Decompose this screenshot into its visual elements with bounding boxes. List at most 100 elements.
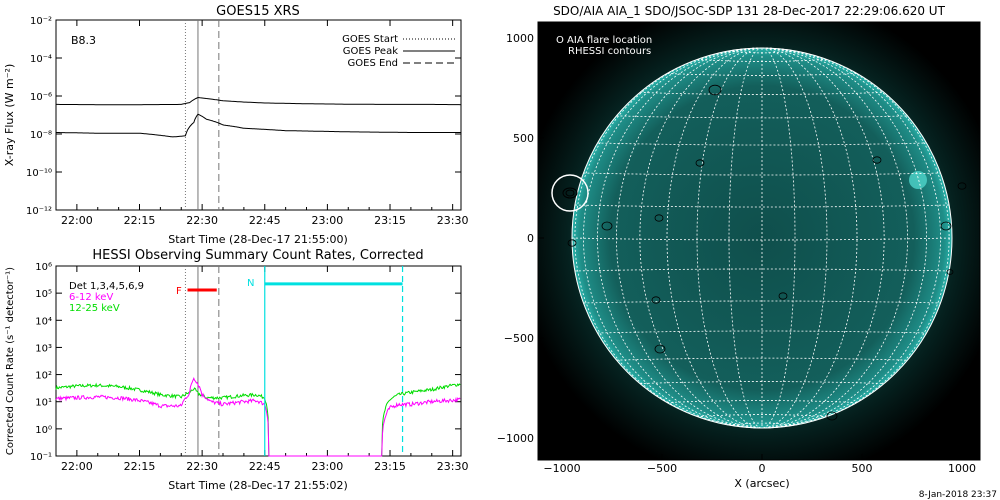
aia-rhessi-contours bbox=[567, 84, 967, 421]
hessi-flag-n-label: N bbox=[247, 278, 254, 289]
hessi-ylabel: Corrected Count Rate (s⁻¹ detector⁻¹) bbox=[5, 267, 16, 455]
goes-y-tick-label: 10⁻¹² bbox=[26, 206, 52, 217]
hessi-det-label: Det 1,3,4,5,6,9 bbox=[69, 281, 144, 292]
goes-x-tick-label: 23:15 bbox=[374, 214, 406, 227]
aia-contour-blob bbox=[695, 159, 705, 167]
hessi-6-12kev-line bbox=[55, 376, 461, 457]
goes-ylabel: X-ray Flux (W m⁻²) bbox=[3, 64, 16, 166]
aia-x-tick-label: −1000 bbox=[543, 462, 580, 475]
goes-short-channel-line bbox=[56, 113, 461, 138]
hessi-title: HESSI Observing Summary Count Rates, Cor… bbox=[92, 248, 423, 263]
aia-latitude-line bbox=[597, 330, 927, 334]
goes-y-tick-label: 10⁻¹⁰ bbox=[26, 168, 52, 179]
aia-contour-blob bbox=[651, 296, 661, 304]
aia-longitude-line bbox=[616, 47, 763, 429]
aia-contour-blob bbox=[601, 221, 613, 231]
hessi-x-tick-label: 23:00 bbox=[312, 460, 344, 473]
aia-longitude-line bbox=[666, 47, 763, 429]
aia-flare-contour-1 bbox=[562, 187, 578, 199]
aia-longitude-line bbox=[761, 47, 941, 429]
aia-longitude-line bbox=[761, 47, 927, 429]
aia-latitude-line bbox=[639, 92, 885, 95]
goes-long-channel-line bbox=[56, 96, 462, 106]
aia-x-tick-label: 1000 bbox=[948, 462, 976, 475]
aia-x-tick-label: 500 bbox=[852, 462, 873, 475]
goes-x-tick-label: 22:00 bbox=[61, 214, 93, 227]
goes-x-tick-label: 23:30 bbox=[437, 214, 469, 227]
goes-panel: GOES15 XRS B8.3 X-ray Flux (W m⁻²) Start… bbox=[3, 4, 469, 246]
hessi-y-tick-label: 10⁶ bbox=[35, 262, 52, 273]
goes-x-tick-label: 22:15 bbox=[124, 214, 156, 227]
aia-longitude-line bbox=[639, 47, 763, 429]
aia-longitude-line bbox=[583, 47, 763, 429]
aia-contour-blob bbox=[826, 411, 838, 421]
aia-longitude-line bbox=[761, 47, 885, 429]
goes-yaxis: 10⁻¹² 10⁻¹⁰ 10⁻⁸ 10⁻⁶ 10⁻⁴ 10⁻² bbox=[26, 16, 461, 217]
goes-legend: GOES Start GOES Peak GOES End bbox=[342, 34, 455, 69]
aia-y-tick-label: 0 bbox=[527, 232, 534, 245]
aia-contour-blob bbox=[957, 182, 967, 190]
hessi-flags: F N bbox=[176, 266, 404, 456]
goes-class-label: B8.3 bbox=[71, 34, 96, 47]
hessi-y-tick-label: 10⁻¹ bbox=[30, 452, 52, 463]
hessi-y-tick-label: 10³ bbox=[35, 343, 52, 354]
aia-y-tick-label: −1000 bbox=[497, 432, 534, 445]
hessi-x-tick-label: 23:15 bbox=[374, 460, 406, 473]
aia-x-tick-label: 0 bbox=[759, 462, 766, 475]
aia-legend-contours: RHESSI contours bbox=[568, 46, 651, 57]
goes-series bbox=[56, 96, 462, 138]
aia-latitude-line bbox=[728, 422, 796, 426]
hessi-y-tick-label: 10⁵ bbox=[35, 289, 52, 300]
goes-x-tick-label: 22:30 bbox=[186, 214, 218, 227]
aia-longitude-line bbox=[574, 47, 763, 429]
hessi-12-25kev-line bbox=[55, 382, 461, 457]
goes-x-tick-label: 23:00 bbox=[312, 214, 344, 227]
aia-title: SDO/AIA AIA_1 SDO/JSOC-SDP 131 28-Dec-20… bbox=[553, 4, 946, 18]
aia-contour-blob bbox=[946, 269, 954, 275]
aia-latitude-line bbox=[639, 381, 885, 384]
aia-longitude-line bbox=[761, 47, 796, 429]
aia-contour-blob bbox=[654, 214, 664, 222]
goes-xaxis: 22:00 22:15 22:30 22:45 23:00 23:15 23:30 bbox=[61, 20, 469, 227]
aia-y-tick-label: 500 bbox=[513, 132, 534, 145]
aia-flare-location-marker bbox=[551, 174, 589, 212]
goes-markers bbox=[184, 20, 220, 210]
goes-y-tick-label: 10⁻² bbox=[30, 16, 52, 27]
hessi-flag-f-label: F bbox=[176, 286, 182, 297]
aia-flare-contour-2 bbox=[565, 189, 575, 197]
aia-latitude-line bbox=[571, 237, 953, 241]
goes-title: GOES15 XRS bbox=[216, 4, 300, 19]
aia-plot-frame bbox=[537, 21, 981, 461]
aia-contour-blob bbox=[654, 344, 666, 354]
goes-legend-start: GOES Start bbox=[342, 34, 398, 45]
hessi-y-tick-label: 10⁴ bbox=[35, 316, 52, 327]
aia-longitude-line bbox=[761, 47, 950, 429]
hessi-panel: HESSI Observing Summary Count Rates, Cor… bbox=[5, 248, 469, 492]
aia-heliographic-grid bbox=[571, 47, 953, 429]
aia-xlabel: X (arcsec) bbox=[734, 477, 789, 490]
aia-y-tick-label: 1000 bbox=[506, 32, 534, 45]
aia-longitude-line bbox=[696, 47, 763, 429]
aia-x-tick-label: −500 bbox=[647, 462, 677, 475]
aia-xaxis: −1000 −500 0 500 1000 bbox=[543, 454, 976, 475]
hessi-x-tick-label: 22:30 bbox=[186, 460, 218, 473]
aia-panel: SDO/AIA AIA_1 SDO/JSOC-SDP 131 28-Dec-20… bbox=[497, 4, 997, 500]
aia-footer-date: 8-Jan-2018 23:37 bbox=[919, 490, 997, 500]
goes-legend-peak: GOES Peak bbox=[343, 46, 398, 57]
aia-contour-blob bbox=[708, 84, 722, 96]
aia-contour-blob bbox=[872, 156, 882, 164]
goes-y-tick-label: 10⁻⁴ bbox=[30, 54, 52, 65]
aia-contour-blob bbox=[940, 221, 952, 231]
hessi-y-tick-label: 10⁰ bbox=[35, 425, 52, 436]
hessi-plot-frame bbox=[55, 265, 462, 457]
aia-contour-blob bbox=[567, 239, 577, 247]
aia-longitude-line bbox=[761, 47, 858, 429]
hessi-legend-high: 12-25 keV bbox=[69, 303, 120, 314]
aia-longitude-line bbox=[761, 47, 908, 429]
hessi-y-tick-label: 10² bbox=[35, 371, 52, 382]
goes-y-tick-label: 10⁻⁶ bbox=[30, 92, 52, 103]
hessi-xaxis: 22:00 22:15 22:30 22:45 23:00 23:15 23:30 bbox=[61, 266, 469, 473]
aia-longitude-line bbox=[761, 47, 828, 429]
hessi-x-tick-label: 22:15 bbox=[124, 460, 156, 473]
